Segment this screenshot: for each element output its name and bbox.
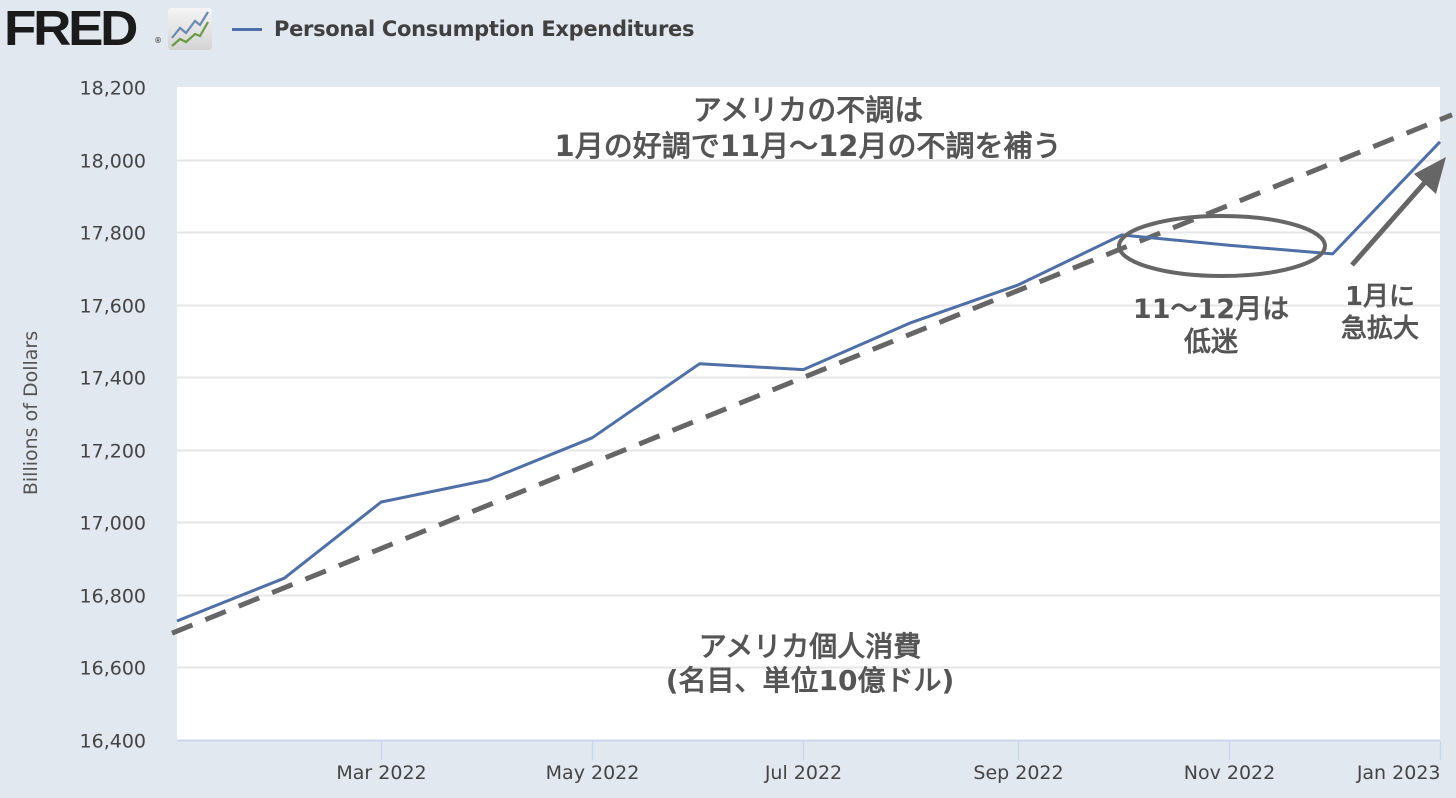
x-tick-label: Mar 2022 [336, 762, 426, 784]
header: FRED ® Personal Consumption Expenditures [0, 0, 1456, 60]
y-tick-label: 17,200 [80, 441, 146, 463]
fred-logo[interactable]: FRED [4, 2, 138, 56]
y-tick-label: 16,600 [80, 658, 146, 680]
annotation-subtitle-line1: アメリカ個人消費 [698, 630, 922, 663]
annotation-subtitle-line2: (名目、単位10億ドル) [665, 663, 955, 697]
data-points [176, 141, 1441, 622]
plot-area [177, 87, 1440, 740]
x-axis-ticks: Mar 2022 May 2022 Jul 2022 Sep 2022 Nov 2022… [336, 741, 1442, 784]
annotation-subtitle: アメリカ個人消費 (名目、単位10億ドル) [666, 630, 955, 697]
annotation-title: アメリカの不調は 1月の好調で11月～12月の不調を補う [555, 92, 1062, 165]
y-tick-label: 17,400 [80, 368, 146, 390]
annotation-slump-line1: 11～12月は [1132, 294, 1290, 325]
x-tick-label: Jan 2023 [1356, 762, 1441, 784]
trend-line [171, 112, 1453, 636]
annotation-jump-line1: 1月に [1344, 282, 1416, 312]
y-tick-label: 17,800 [80, 223, 146, 245]
annotation-jump: 1月に 急拡大 [1341, 282, 1419, 345]
gridlines [177, 159, 1440, 669]
x-tick-label: Nov 2022 [1184, 762, 1275, 784]
y-tick-label: 16,800 [80, 586, 146, 608]
y-tick-label: 18,200 [80, 78, 146, 100]
annotation-title-line2: 1月の好調で11月～12月の不調を補う [554, 129, 1062, 164]
line-chart-icon [168, 8, 212, 50]
legend-swatch [232, 27, 262, 31]
x-tick-label: Jul 2022 [764, 762, 842, 784]
y-tick-label: 17,600 [80, 296, 146, 318]
x-tick-label: Sep 2022 [973, 762, 1063, 784]
slump-ellipse [1117, 214, 1327, 278]
jump-arrow [1350, 157, 1446, 267]
x-tick-label: May 2022 [546, 762, 640, 784]
y-tick-label: 17,000 [80, 513, 146, 535]
y-tick-label: 16,400 [80, 731, 146, 753]
y-tick-label: 18,000 [80, 151, 146, 173]
annotation-title-line1: アメリカの不調は [692, 93, 924, 127]
legend[interactable]: Personal Consumption Expenditures [232, 12, 694, 46]
registered-mark: ® [154, 36, 162, 45]
annotation-slump-line2: 低迷 [1184, 326, 1238, 358]
annotation-jump-line2: 急拡大 [1340, 313, 1420, 344]
annotation-slump: 11～12月は 低迷 [1133, 294, 1289, 360]
y-axis-ticks: 16,400 16,600 16,800 17,000 17,200 17,400 17,6… [80, 78, 146, 753]
legend-label: Personal Consumption Expenditures [274, 17, 695, 41]
